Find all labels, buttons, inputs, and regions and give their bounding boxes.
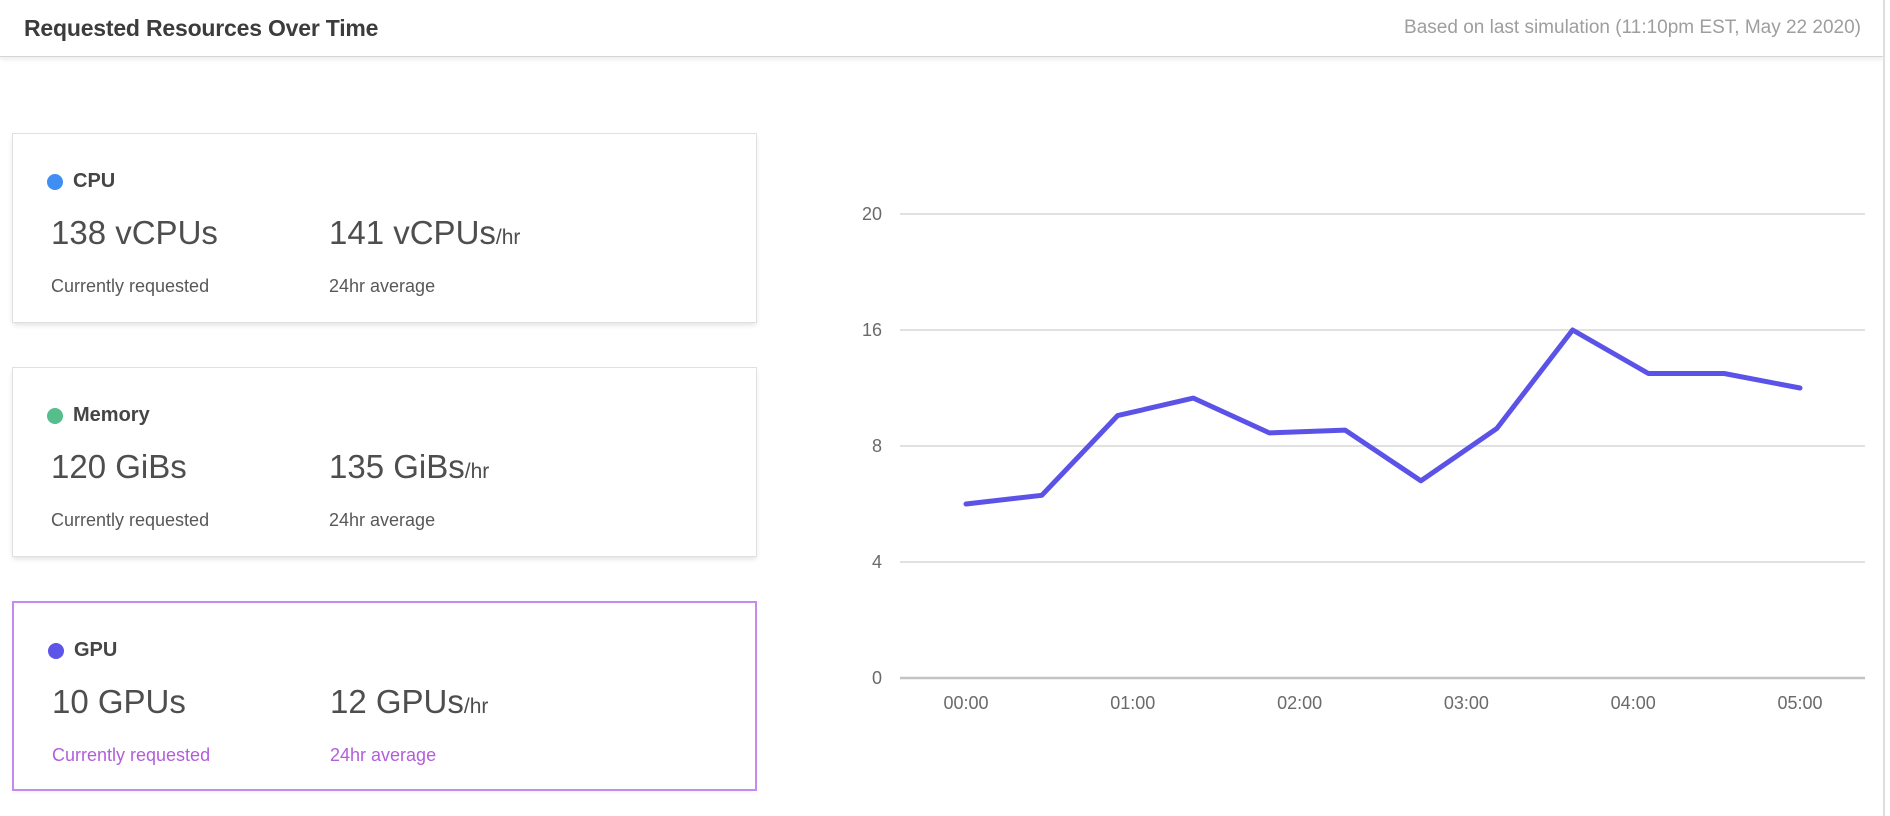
card-header: CPU: [47, 170, 115, 193]
last-simulation-timestamp: Based on last simulation (11:10pm EST, M…: [1404, 17, 1861, 38]
resource-label: Memory: [73, 404, 150, 426]
scrollbar-track[interactable]: [1883, 0, 1885, 816]
series-line-0: [963, 327, 1803, 507]
value-text: 135 GiBs: [329, 448, 465, 485]
current-value: 120 GiBs: [51, 448, 187, 486]
y-tick-label: 20: [862, 204, 882, 224]
resource-card-gpu[interactable]: GPU 10 GPUs 12 GPUs/hr Currently request…: [12, 601, 757, 791]
average-caption: 24hr average: [330, 745, 437, 765]
x-tick-label: 05:00: [1777, 693, 1822, 713]
x-tick-label: 00:00: [943, 693, 988, 713]
average-caption: 24hr average: [329, 276, 436, 296]
x-tick-label: 03:00: [1444, 693, 1489, 713]
cpu-legend-dot-icon: [47, 173, 63, 190]
average-unit: /hr: [464, 460, 490, 483]
y-tick-label: 8: [872, 436, 882, 456]
memory-legend-dot-icon: [47, 407, 63, 424]
current-caption: Currently requested: [52, 745, 211, 765]
value-text: 120 GiBs: [51, 448, 187, 485]
current-value: 138 vCPUs: [51, 214, 218, 252]
page-title: Requested Resources Over Time: [24, 14, 379, 41]
resource-label: CPU: [73, 170, 116, 192]
value-text: 141 vCPUs: [329, 214, 496, 251]
resource-card-memory[interactable]: Memory 120 GiBs 135 GiBs/hr Currently re…: [12, 367, 757, 557]
requested-resources-chart: 0 4 8 16 20 00:00 01:00 02:00 03:00 04:00 05:00: [820, 160, 1880, 760]
x-tick-label: 04:00: [1611, 693, 1656, 713]
card-header: Memory: [47, 404, 150, 427]
y-tick-label: 4: [872, 552, 882, 572]
value-text: 12 GPUs: [330, 683, 464, 720]
current-caption: Currently requested: [51, 276, 210, 296]
current-caption: Currently requested: [51, 510, 210, 530]
average-value: 135 GiBs/hr: [329, 448, 489, 486]
card-header: GPU: [48, 639, 117, 662]
y-tick-label: 16: [862, 320, 882, 340]
average-value: 141 vCPUs/hr: [329, 214, 520, 252]
chart-canvas: 0 4 8 16 20 00:00 01:00 02:00 03:00 04:00 05:00: [862, 204, 1865, 713]
current-value: 10 GPUs: [52, 683, 186, 721]
average-unit: /hr: [495, 226, 521, 249]
x-tick-label: 02:00: [1277, 693, 1322, 713]
y-tick-label: 0: [872, 668, 882, 688]
value-text: 10 GPUs: [52, 683, 186, 720]
resource-card-cpu[interactable]: CPU 138 vCPUs 141 vCPUs/hr Currently req…: [12, 133, 757, 323]
average-unit: /hr: [463, 695, 489, 718]
gpu-legend-dot-icon: [48, 642, 64, 659]
average-caption: 24hr average: [329, 510, 436, 530]
value-text: 138 vCPUs: [51, 214, 218, 251]
panel-header: Requested Resources Over Time Based on l…: [0, 0, 1883, 57]
average-value: 12 GPUs/hr: [330, 683, 488, 721]
x-tick-label: 01:00: [1110, 693, 1155, 713]
resource-label: GPU: [74, 639, 118, 661]
